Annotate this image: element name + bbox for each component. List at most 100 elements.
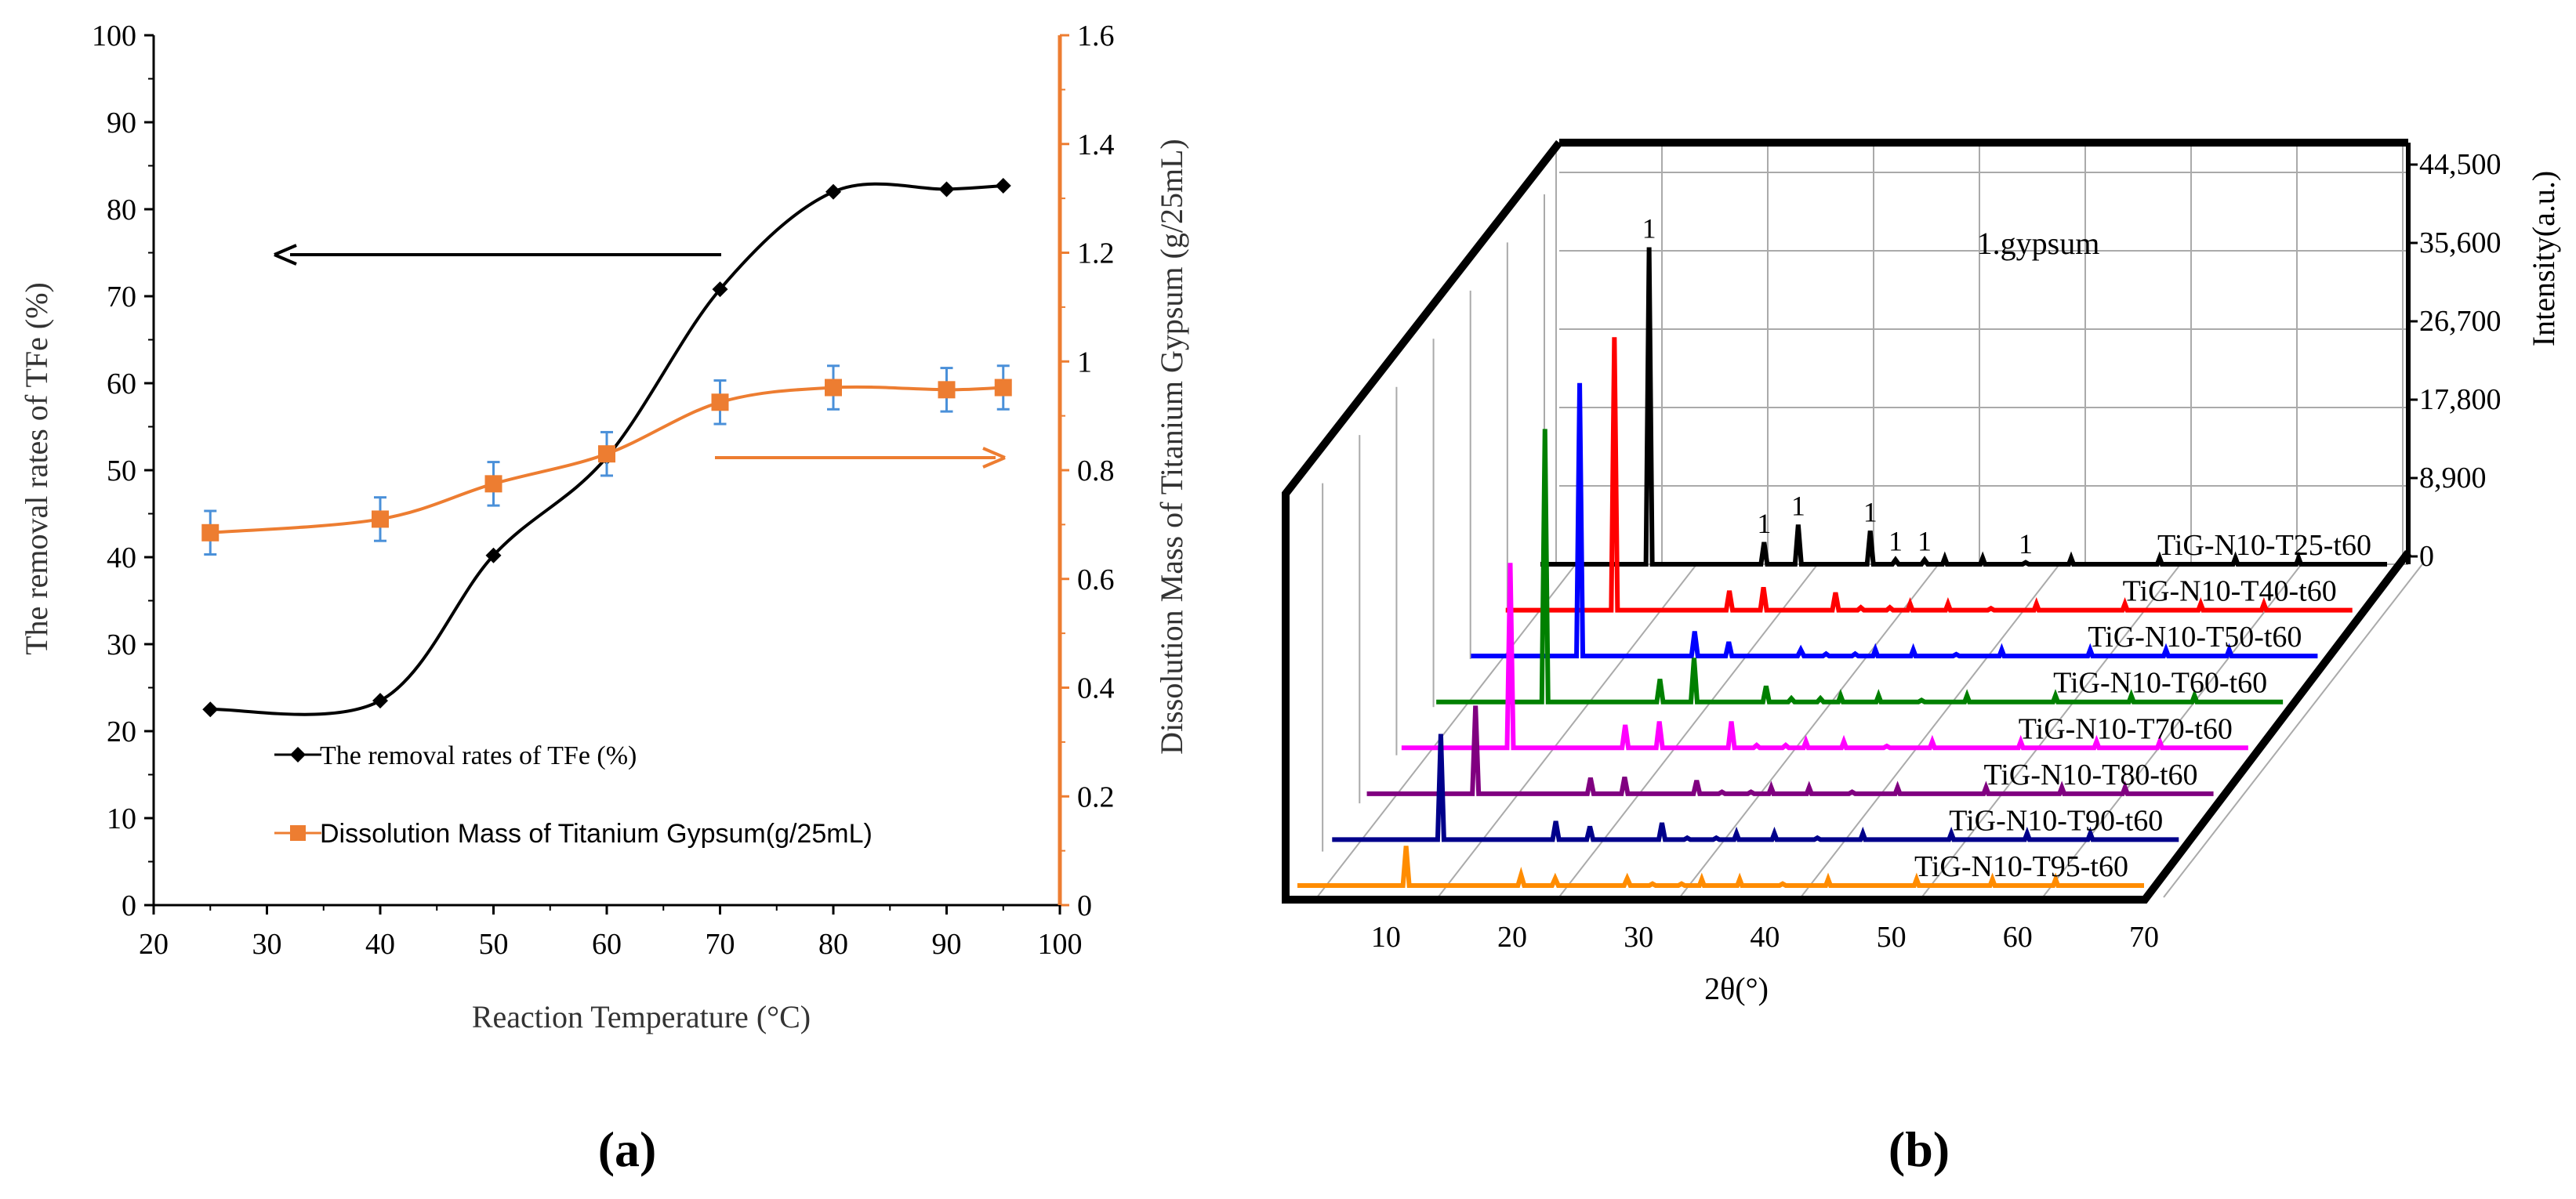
x-tick-label: 60 <box>2003 921 2033 954</box>
x-tick-label: 70 <box>706 928 735 961</box>
panel-a-chart: 0 10 20 30 40 50 60 70 80 90 100 0 0.2 0.4 0.6 0.8 1 1.2… <box>19 20 1189 1177</box>
mass-point <box>598 445 615 463</box>
panel-b-intensity-axis: 0 8,900 17,800 26,700 35,600 44,500 <box>2408 148 2502 573</box>
x-tick-label: 80 <box>818 928 848 961</box>
mass-point <box>711 393 729 411</box>
y-tick-label: 90 <box>107 107 136 139</box>
xrd-trace-label: TiG-N10-T40-t60 <box>2123 575 2337 608</box>
x-tick-label: 100 <box>1038 928 1083 961</box>
gypsum-annotation: 1.gypsum <box>1977 226 2100 261</box>
left-axis-arrow <box>274 244 721 266</box>
y-tick-label: 10 <box>107 802 136 835</box>
floor-grid-diag <box>1316 563 1576 898</box>
xrd-trace-label: TiG-N10-T95-t60 <box>1914 850 2128 883</box>
x-tick-label: 50 <box>479 928 509 961</box>
peak-label: 1 <box>1888 525 1903 556</box>
panel-a-legend: The removal rates of TFe (%) Dissolution… <box>274 741 873 849</box>
mass-point <box>994 379 1012 397</box>
panel-a-y2-title: Dissolution Mass of Titanium Gypsum (g/2… <box>1154 139 1189 755</box>
xrd-trace <box>1297 846 2144 888</box>
y2-tick-label: 1.2 <box>1077 237 1115 270</box>
xrd-trace <box>1471 382 2318 659</box>
y-tick-label: 0 <box>122 889 136 922</box>
panel-a-y-title: The removal rates of TFe (%) <box>19 282 54 655</box>
mass-point <box>484 475 503 493</box>
x-tick-label: 50 <box>1877 921 1907 954</box>
y-tick-label: 80 <box>107 194 136 226</box>
panel-label-b: (b) <box>1888 1121 1950 1177</box>
panel-a-right-axis: 0 0.2 0.4 0.6 0.8 1 1.2 1.4 1.6 <box>1060 20 1115 922</box>
legend-label-mass: Dissolution Mass of Titanium Gypsum(g/25… <box>320 819 873 849</box>
xrd-trace <box>1436 429 2284 705</box>
xrd-trace-label: TiG-N10-T80-t60 <box>1984 759 2198 791</box>
xrd-trace-label: TiG-N10-T70-t60 <box>2019 712 2233 745</box>
xrd-trace-label: TiG-N10-T25-t60 <box>2157 529 2371 562</box>
z-tick-label: 8,900 <box>2419 462 2487 494</box>
right-axis-arrow <box>715 447 1006 469</box>
tfe-point <box>372 693 388 709</box>
panel-b-z-title: Intensity(a.u.) <box>2526 171 2561 346</box>
y-tick-label: 20 <box>107 715 136 748</box>
tfe-point <box>825 183 841 200</box>
xrd-trace <box>1332 734 2179 842</box>
z-tick-label: 44,500 <box>2419 148 2502 181</box>
mass-point <box>372 510 389 528</box>
xrd-trace-label: TiG-N10-T60-t60 <box>2053 667 2267 700</box>
y-tick-label: 50 <box>107 455 136 487</box>
z-tick-label: 35,600 <box>2419 226 2502 259</box>
x-tick-label: 20 <box>139 928 169 961</box>
panel-a-left-axis: 0 10 20 30 40 50 60 70 80 90 100 <box>92 20 154 922</box>
y2-tick-label: 1 <box>1077 346 1092 379</box>
x-tick-label: 20 <box>1497 921 1527 954</box>
x-tick-label: 40 <box>365 928 395 961</box>
legend-label-tfe: The removal rates of TFe (%) <box>320 741 637 770</box>
y-tick-label: 70 <box>107 281 136 313</box>
panel-b-grid <box>1285 143 2423 900</box>
y2-tick-label: 0 <box>1077 889 1092 922</box>
peak-label: 1 <box>2019 528 2033 560</box>
legend-diamond-marker <box>290 747 306 763</box>
panel-a-series <box>201 178 1012 718</box>
xrd-trace-label: TiG-N10-T50-t60 <box>2088 621 2302 654</box>
panel-b-frame <box>1282 139 2411 904</box>
floor-grid-diag <box>1679 563 1939 898</box>
peak-label: 1 <box>1757 508 1771 539</box>
xrd-trace <box>1366 705 2214 796</box>
peak-label: 1 <box>1791 490 1805 521</box>
floor-grid-diag <box>2163 563 2423 898</box>
tfe-point <box>938 181 955 197</box>
y2-tick-label: 1.4 <box>1077 129 1115 161</box>
xrd-trace <box>1401 563 2248 751</box>
tfe-point <box>202 701 219 718</box>
panel-b-x-title: 2θ(°) <box>1704 971 1769 1006</box>
tfe-point <box>995 178 1011 194</box>
peak-label: 1 <box>1863 496 1878 527</box>
tfe-point <box>712 281 728 298</box>
legend-square-marker <box>290 825 306 841</box>
floor-grid-diag <box>1558 563 1819 898</box>
panel-a-x-axis: 20 30 40 50 60 70 80 90 100 <box>139 905 1083 961</box>
y-tick-label: 40 <box>107 542 136 574</box>
panel-b-x-axis: 10 20 30 40 50 60 70 <box>1371 921 2159 954</box>
panel-label-a: (a) <box>598 1121 657 1177</box>
xrd-trace <box>1540 247 2387 567</box>
z-tick-label: 0 <box>2419 540 2434 573</box>
peak-label: 1 <box>1642 213 1656 245</box>
z-tick-label: 26,700 <box>2419 305 2502 338</box>
x-tick-label: 30 <box>1624 921 1653 954</box>
y-tick-label: 60 <box>107 368 136 400</box>
x-tick-label: 60 <box>592 928 622 961</box>
x-tick-label: 70 <box>2129 921 2159 954</box>
y-tick-label: 100 <box>92 20 136 53</box>
y2-tick-label: 0.6 <box>1077 563 1115 596</box>
y2-tick-label: 1.6 <box>1077 20 1115 53</box>
peak-label: 1 <box>1917 525 1932 556</box>
x-tick-label: 10 <box>1371 921 1401 954</box>
y2-tick-label: 0.2 <box>1077 781 1115 813</box>
mass-point <box>201 523 220 542</box>
tfe-point <box>485 547 502 563</box>
y-tick-label: 30 <box>107 628 136 661</box>
